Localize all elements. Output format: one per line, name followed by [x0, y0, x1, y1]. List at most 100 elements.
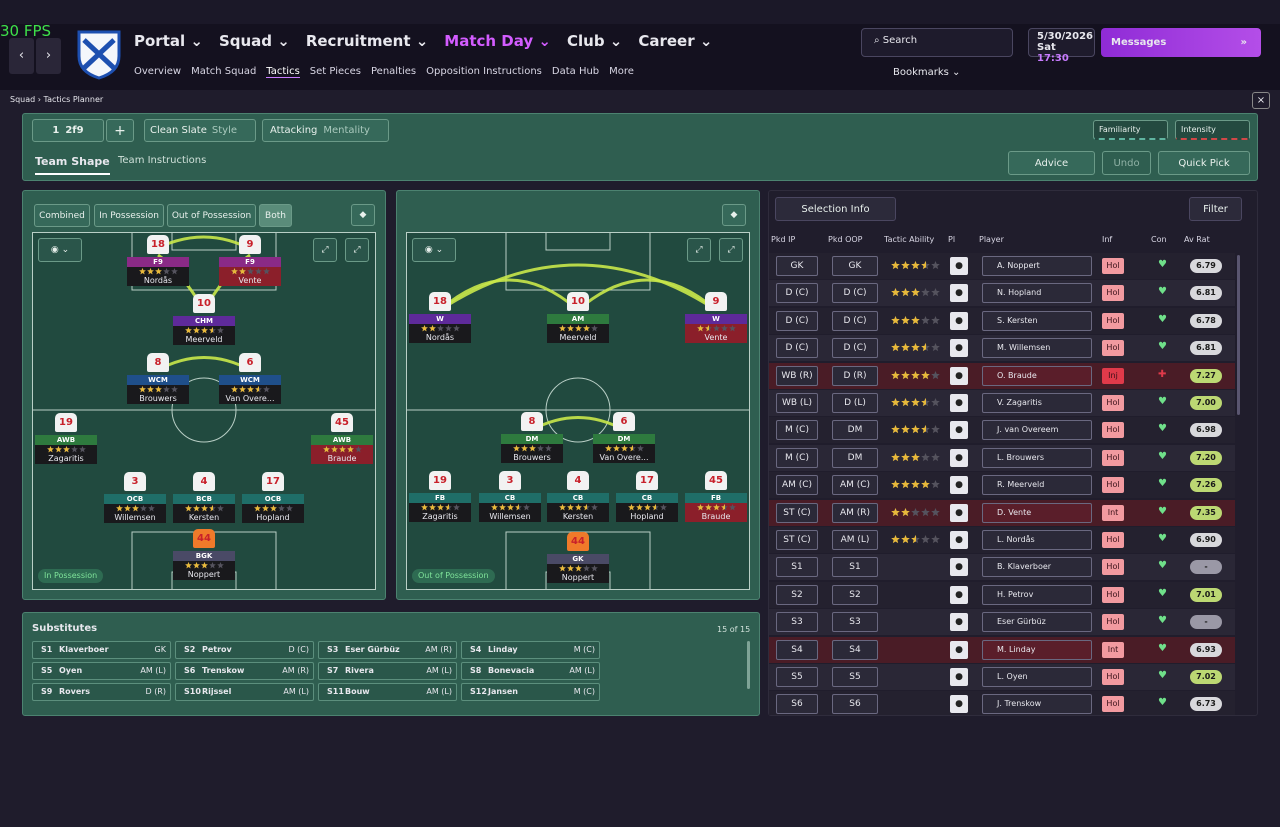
player-row[interactable]: M (C) DM ● J. van Overeem Hol ♥ 6.98	[769, 417, 1235, 444]
player-info-icon[interactable]: ●	[950, 585, 968, 604]
player-select[interactable]: L. Nordås	[982, 530, 1092, 550]
nav-item[interactable]: Portal ⌄	[134, 32, 203, 50]
date-box[interactable]: 5/30/2026 Sat 17:30	[1028, 28, 1095, 64]
player-info-icon[interactable]: ●	[950, 695, 968, 714]
substitute-row[interactable]: S3 Eser Gürbüz AM (R)	[318, 641, 457, 659]
player-info-icon[interactable]: ●	[950, 531, 968, 549]
player-info-icon[interactable]: ●	[950, 476, 968, 495]
bookmarks[interactable]: Bookmarks ⌄	[893, 67, 961, 78]
forward-button[interactable]: ›	[36, 38, 61, 74]
advice-button[interactable]: Advice	[1008, 151, 1095, 175]
substitute-row[interactable]: S7 Rivera AM (L)	[318, 662, 457, 680]
player-card[interactable]: 3 CB Willemsen	[479, 471, 541, 522]
influence[interactable]: Hol	[1102, 395, 1124, 411]
player-info-icon[interactable]: ●	[950, 613, 968, 632]
nav-item[interactable]: Squad ⌄	[218, 32, 290, 50]
column-header[interactable]: Tactic Ability	[884, 235, 935, 244]
tab[interactable]: Team Shape	[35, 155, 110, 175]
influence[interactable]: Hol	[1102, 449, 1124, 466]
picked-ip[interactable]: S6	[776, 694, 818, 715]
player-card[interactable]: 17 CB Hopland	[616, 471, 678, 522]
picked-ip[interactable]: D (C)	[776, 338, 818, 359]
player-info-icon[interactable]: ●	[950, 503, 968, 522]
average-rating[interactable]: 7.00	[1190, 396, 1222, 410]
influence[interactable]: Hol	[1102, 696, 1124, 713]
player-select[interactable]: M. Willemsen	[982, 338, 1092, 359]
influence[interactable]: Hol	[1102, 258, 1124, 274]
influence[interactable]: Hol	[1102, 532, 1124, 548]
player-select[interactable]: D. Vente	[982, 502, 1092, 523]
average-rating[interactable]: 6.73	[1190, 697, 1222, 712]
player-select[interactable]: L. Brouwers	[982, 447, 1092, 468]
picked-ip[interactable]: D (C)	[776, 310, 818, 331]
picked-oop[interactable]: D (C)	[832, 283, 878, 304]
average-rating[interactable]: 6.79	[1190, 259, 1222, 273]
player-select[interactable]: J. Trenskow	[982, 694, 1092, 715]
player-select[interactable]: L. Oyen	[982, 667, 1092, 687]
player-card[interactable]: 19 AWB Zagaritis	[35, 413, 97, 464]
player-select[interactable]: V. Zagaritis	[982, 393, 1092, 413]
pitch-tool[interactable]: ⤢	[345, 238, 369, 262]
influence[interactable]: Hol	[1102, 477, 1124, 494]
picked-oop[interactable]: AM (C)	[832, 475, 878, 496]
player-info-icon[interactable]: ●	[950, 394, 968, 412]
pitch-option[interactable]: ◆	[351, 204, 375, 226]
player-card[interactable]: 9 W Vente	[685, 292, 747, 343]
player-card[interactable]: 10 AM Meerveld	[547, 292, 609, 343]
nav-item[interactable]: Club ⌄	[566, 32, 623, 50]
player-row[interactable]: ST (C) AM (L) ● L. Nordås Hol ♥ 6.90	[769, 527, 1235, 553]
picked-ip[interactable]: AM (C)	[776, 475, 818, 496]
player-select[interactable]: Eser Gürbüz	[982, 612, 1092, 633]
picked-ip[interactable]: M (C)	[776, 447, 818, 468]
nav-item[interactable]: Recruitment ⌄	[305, 32, 429, 50]
player-row[interactable]: S4 S4 ● M. Linday Int ♥ 6.93	[769, 636, 1235, 663]
picked-ip[interactable]: S3	[776, 612, 818, 633]
player-info-icon[interactable]: ●	[950, 421, 968, 440]
pitch-option[interactable]: ◆	[722, 204, 746, 226]
filter-button[interactable]: Out of Possession	[167, 204, 256, 227]
substitute-row[interactable]: S6 Trenskow AM (R)	[175, 662, 314, 680]
player-info-icon[interactable]: ●	[950, 257, 968, 275]
player-row[interactable]: S2 S2 ● H. Petrov Hol ♥ 7.01	[769, 581, 1235, 608]
substitute-row[interactable]: S11 Bouw AM (L)	[318, 683, 457, 701]
picked-ip[interactable]: S4	[776, 639, 818, 660]
player-row[interactable]: S6 S6 ● J. Trenskow Hol ♥ 6.73	[769, 691, 1235, 715]
player-select[interactable]: O. Braude	[982, 365, 1092, 386]
player-card[interactable]: 8 DM Brouwers	[501, 412, 563, 463]
average-rating[interactable]: 7.20	[1190, 450, 1222, 465]
player-info-icon[interactable]: ●	[950, 284, 968, 303]
average-rating[interactable]: -	[1190, 560, 1222, 575]
sub-nav-item[interactable]: Penalties	[371, 66, 417, 77]
influence[interactable]: Hol	[1102, 586, 1124, 603]
undo-button[interactable]: Undo	[1102, 151, 1151, 175]
sub-nav-item[interactable]: Tactics	[266, 66, 300, 78]
mentality-dropdown[interactable]: Attacking Mentality	[262, 119, 389, 142]
player-card[interactable]: 4 BCB Kersten	[173, 472, 235, 523]
pitch-tool[interactable]: ⤢	[687, 238, 711, 262]
column-header[interactable]: Inf	[1102, 235, 1113, 244]
substitute-row[interactable]: S10 Rijssel AM (L)	[175, 683, 314, 701]
substitute-row[interactable]: S9 Rovers D (R)	[32, 683, 171, 701]
filter-button[interactable]: Both	[259, 204, 292, 227]
picked-oop[interactable]: D (R)	[832, 365, 878, 386]
player-card[interactable]: 19 FB Zagaritis	[409, 471, 471, 522]
picked-oop[interactable]: S5	[832, 667, 878, 687]
picked-oop[interactable]: S2	[832, 584, 878, 605]
influence[interactable]: Hol	[1102, 559, 1124, 576]
player-card[interactable]: 18 F9 Nordås	[127, 235, 189, 286]
picked-ip[interactable]: ST (C)	[776, 530, 818, 550]
picked-oop[interactable]: S3	[832, 612, 878, 633]
nav-item[interactable]: Match Day ⌄	[444, 32, 551, 50]
visibility-toggle[interactable]: ◉ ⌄	[412, 238, 456, 262]
influence[interactable]: Hol	[1102, 669, 1124, 685]
average-rating[interactable]: 6.93	[1190, 642, 1222, 657]
player-card[interactable]: 9 F9 Vente	[219, 235, 281, 286]
close-button[interactable]: ×	[1252, 92, 1270, 109]
influence[interactable]: Hol	[1102, 312, 1124, 329]
picked-oop[interactable]: D (L)	[832, 393, 878, 413]
player-card[interactable]: 6 WCM Van Overe...	[219, 353, 281, 404]
influence[interactable]: Hol	[1102, 422, 1124, 439]
picked-ip[interactable]: WB (R)	[776, 365, 818, 386]
average-rating[interactable]: 7.35	[1190, 505, 1222, 520]
sub-nav-item[interactable]: More	[609, 66, 634, 77]
